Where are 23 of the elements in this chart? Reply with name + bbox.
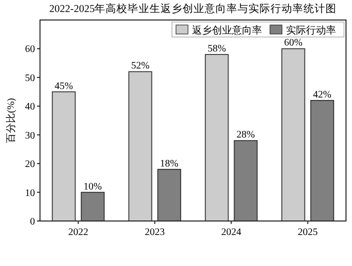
data-label: 58%	[208, 43, 226, 54]
data-label: 28%	[236, 130, 255, 141]
data-label: 10%	[84, 181, 102, 192]
data-label: 60%	[284, 38, 302, 49]
x-tick-label: 2023	[144, 227, 165, 238]
legend-label: 实际行动率	[286, 24, 336, 36]
y-tick-label: 40	[25, 102, 35, 113]
y-tick-label: 0	[30, 216, 35, 228]
chart-title: 2022-2025年高校毕业生返乡创业意向率与实际行动率统计图	[49, 2, 337, 15]
y-tick-label: 20	[25, 159, 35, 170]
y-tick-label: 10	[25, 188, 35, 199]
y-tick-label: 60	[25, 44, 35, 56]
legend-label: 返乡创业意向率	[192, 24, 262, 36]
y-axis-title: 百分比(%)	[5, 98, 17, 143]
data-label: 42%	[313, 89, 332, 100]
data-label: 52%	[131, 60, 150, 72]
data-label: 18%	[160, 158, 178, 170]
y-tick-label: 50	[25, 72, 35, 84]
x-tick-label: 2022	[68, 227, 88, 238]
x-tick-label: 2025	[298, 227, 318, 238]
x-tick-label: 2024	[221, 227, 242, 238]
data-label: 45%	[54, 80, 73, 92]
y-tick-label: 30	[25, 130, 35, 142]
